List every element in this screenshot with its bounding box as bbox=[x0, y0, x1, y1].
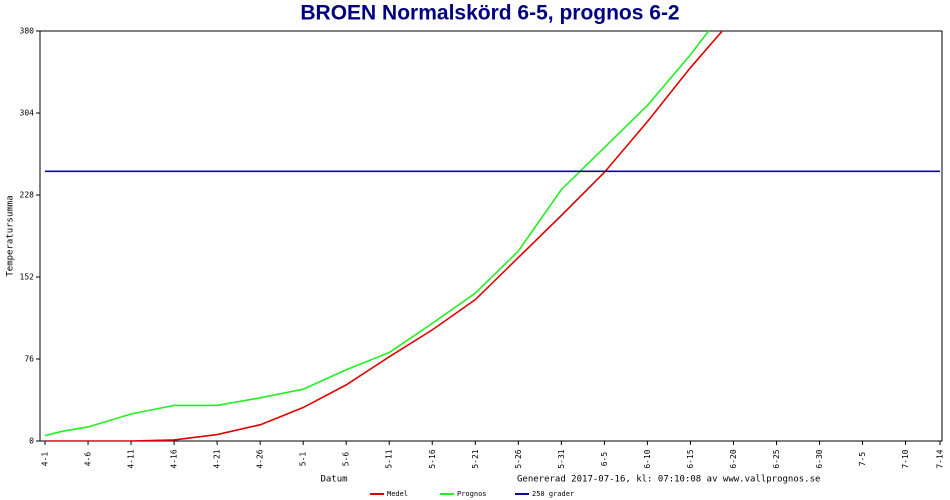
y-tick-label: 76 bbox=[24, 355, 34, 364]
x-tick-label: 7-14 bbox=[936, 449, 945, 468]
x-tick-label: 5-26 bbox=[514, 449, 523, 468]
y-tick-label: 380 bbox=[20, 27, 35, 36]
y-tick-label: 0 bbox=[29, 437, 34, 446]
x-tick-label: 5-31 bbox=[557, 449, 566, 468]
x-tick-label: 6-10 bbox=[643, 449, 652, 468]
chart-title: BROEN Normalskörd 6-5, prognos 6-2 bbox=[300, 2, 679, 25]
y-tick-label: 152 bbox=[20, 273, 35, 282]
legend-label: Medel bbox=[387, 490, 408, 498]
x-tick-label: 4-1 bbox=[41, 452, 50, 467]
x-tick-label: 6-30 bbox=[815, 449, 824, 468]
footer: Genererad 2017-07-16, kl: 07:10:08 av ww… bbox=[517, 475, 820, 485]
legend-label: 250 grader bbox=[532, 490, 574, 498]
x-tick-label: 4-11 bbox=[127, 449, 136, 468]
x-tick-label: 6-5 bbox=[600, 452, 609, 467]
x-tick-label: 6-15 bbox=[686, 449, 695, 468]
x-tick-label: 5-6 bbox=[342, 452, 351, 467]
y-tick-label: 228 bbox=[20, 191, 35, 200]
series-line bbox=[44, 31, 710, 437]
plot-frame bbox=[39, 30, 943, 442]
x-tick-label: 5-11 bbox=[385, 449, 394, 468]
x-tick-label: 4-16 bbox=[170, 449, 179, 468]
plot-lines bbox=[44, 31, 940, 441]
y-axis-label: Temperatursumma bbox=[6, 195, 16, 276]
x-tick-label: 5-21 bbox=[471, 449, 480, 468]
x-tick-label: 6-25 bbox=[772, 449, 781, 468]
x-tick-label: 5-1 bbox=[299, 452, 308, 467]
x-tick-label: 5-16 bbox=[428, 449, 437, 468]
series-line bbox=[45, 31, 724, 441]
x-tick-label: 4-21 bbox=[213, 449, 222, 468]
legend-label: Prognos bbox=[457, 490, 487, 498]
x-tick-label: 7-5 bbox=[858, 452, 867, 467]
x-tick-label: 7-10 bbox=[901, 449, 910, 468]
x-tick-label: 6-20 bbox=[729, 449, 738, 468]
x-tick-label: 4-26 bbox=[256, 449, 265, 468]
y-tick-label: 304 bbox=[20, 109, 35, 118]
x-axis-label: Datum bbox=[320, 475, 347, 485]
x-tick-label: 4-6 bbox=[84, 452, 93, 467]
